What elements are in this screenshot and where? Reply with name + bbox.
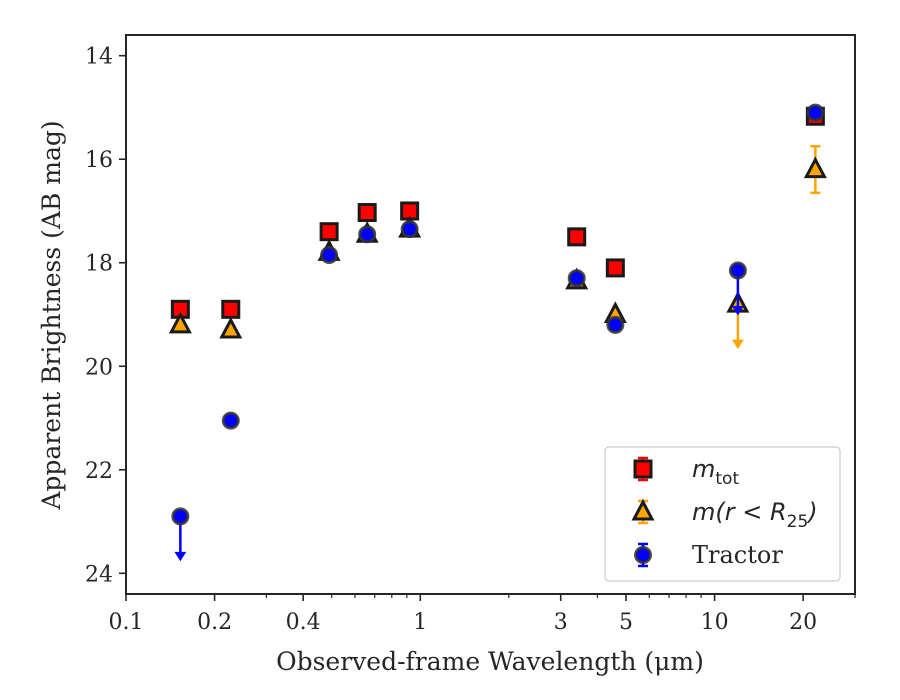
x-tick-label: 0.4 <box>286 610 321 635</box>
data-point-square <box>319 222 339 242</box>
legend: mtot m(r < R25) Tractor <box>604 446 841 582</box>
y-tick-label: 22 <box>85 459 113 484</box>
y-tick-label: 24 <box>85 562 113 587</box>
series-mtot <box>170 106 825 319</box>
x-tick-label: 5 <box>619 610 633 635</box>
legend-label-tractor: Tractor <box>692 541 783 569</box>
legend-label-m25: m(r < R25) <box>692 498 818 532</box>
x-tick-label: 0.1 <box>109 610 144 635</box>
data-point-square <box>605 258 625 278</box>
y-tick-label: 20 <box>85 355 113 380</box>
series-tractor <box>171 103 825 562</box>
data-point-circle <box>400 220 419 239</box>
legend-label-mtot: mtot <box>692 455 739 489</box>
upper-limit-arrowhead <box>174 551 187 562</box>
data-point-circle <box>358 225 377 244</box>
upper-limit-arrowhead <box>731 306 744 316</box>
x-tick-label: 20 <box>789 610 817 635</box>
y-tick-label: 16 <box>85 148 113 173</box>
y-tick-label: 18 <box>85 252 113 277</box>
x-tick-label: 3 <box>554 610 568 635</box>
data-point-circle <box>221 411 240 430</box>
series-m25 <box>168 145 827 350</box>
legend-marker-m25 <box>631 498 655 521</box>
upper-limit-arrowhead <box>731 339 744 350</box>
data-point-circle <box>606 315 625 334</box>
data-point-square <box>567 227 587 247</box>
data-point-triangle <box>219 316 243 339</box>
x-tick-label: 1 <box>413 610 427 635</box>
data-point-circle <box>171 507 190 526</box>
legend-marker-mtot <box>633 459 653 479</box>
data-point-triangle <box>168 311 192 334</box>
legend-marker-tractor <box>634 546 652 564</box>
data-point-circle <box>728 261 747 280</box>
y-tick-label: 14 <box>85 45 113 70</box>
axis-ticks: 0.1 0.2 0.4 1 3 5 10 20 14 16 18 20 22 24 <box>85 45 856 635</box>
y-axis-label: Apparent Brightness (AB mag) <box>37 120 66 510</box>
x-tick-label: 10 <box>701 610 729 635</box>
data-point-circle <box>806 103 825 122</box>
data-point-triangle <box>803 156 827 179</box>
data-point-circle <box>320 245 339 264</box>
axes-frame <box>125 34 856 595</box>
x-tick-label: 0.2 <box>197 610 232 635</box>
data-point-circle <box>567 269 586 288</box>
plot-area <box>168 103 827 562</box>
data-point-square <box>357 203 377 223</box>
x-axis-label: Observed-frame Wavelength (μm) <box>276 647 704 676</box>
data-point-square <box>221 299 241 319</box>
legend-box <box>604 446 841 582</box>
